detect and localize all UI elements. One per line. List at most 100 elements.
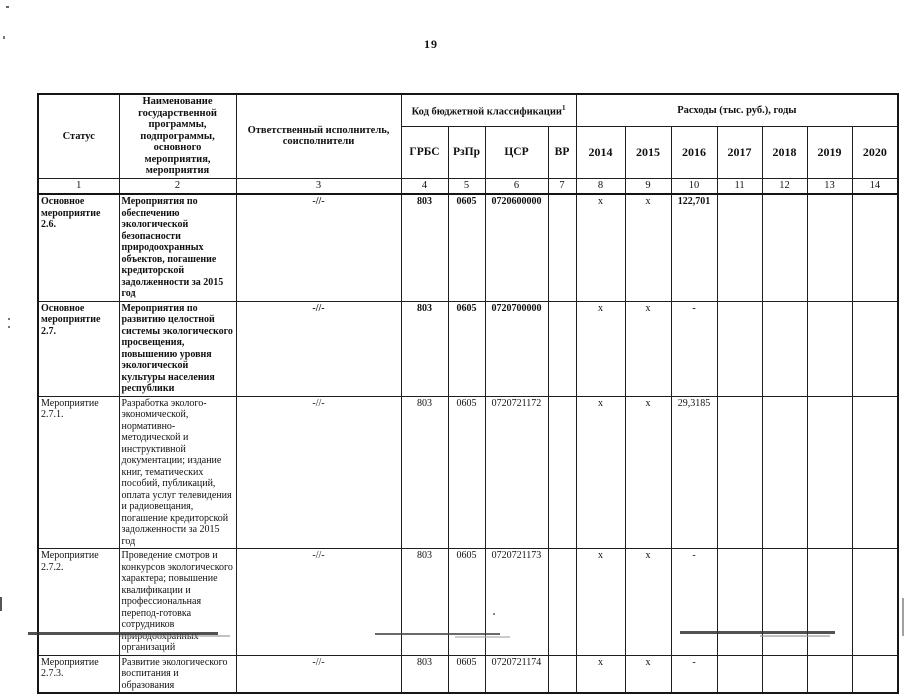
scan-edge-mark	[902, 598, 904, 636]
column-number-row: 1 2 3 4 5 6 7 8 9 10 11 12 13 14	[37, 177, 899, 195]
year-value-cell: x	[624, 548, 672, 656]
year-value-cell	[716, 395, 763, 549]
year-value-cell	[806, 193, 853, 302]
column-number: 10	[670, 177, 718, 195]
year-value-cell: x	[624, 193, 672, 302]
program-budget-table: Статус Наименование государственной прог…	[37, 93, 900, 694]
column-number: 1	[37, 177, 120, 195]
header-year-2014: 2014	[575, 125, 626, 179]
status-cell: Мероприятие 2.7.1.	[37, 395, 120, 549]
year-value-cell	[716, 654, 763, 694]
grbs-cell: 803	[400, 395, 449, 549]
year-value-cell	[851, 548, 899, 656]
year-value-cell: x	[575, 395, 626, 549]
year-value-cell	[716, 193, 763, 302]
rzpr-cell: 0605	[447, 395, 486, 549]
rzpr-cell: 0605	[447, 654, 486, 694]
year-value-cell: -	[670, 548, 718, 656]
document-page: { "page": { "number": "19" }, "table": {…	[0, 6, 904, 694]
scan-edge-mark	[0, 597, 2, 611]
header-grbs: ГРБС	[400, 125, 449, 179]
scan-speck	[6, 6, 9, 8]
name-cell: Мероприятия по развитию целостной систем…	[118, 300, 237, 397]
table-row: Основное мероприятие 2.7. Мероприятия по …	[37, 300, 899, 397]
header-status: Статус	[37, 93, 120, 179]
page-number: 19	[424, 37, 438, 51]
year-value-cell	[806, 395, 853, 549]
year-value-cell	[761, 395, 808, 549]
year-value-cell	[716, 548, 763, 656]
executor-cell: -//-	[235, 654, 402, 694]
rzpr-cell: 0605	[447, 548, 486, 656]
year-value-cell	[806, 300, 853, 397]
rzpr-cell: 0605	[447, 300, 486, 397]
header-year-2019: 2019	[806, 125, 853, 179]
column-number: 14	[851, 177, 899, 195]
csr-cell: 0720721173	[484, 548, 549, 656]
status-cell: Мероприятие 2.7.3.	[37, 654, 120, 694]
header-budget-code-group: Код бюджетной классификации1	[400, 93, 577, 127]
table-body: Основное мероприятие 2.6. Мероприятия по …	[37, 193, 899, 694]
grbs-cell: 803	[400, 193, 449, 302]
year-value-cell	[806, 654, 853, 694]
column-number: 11	[716, 177, 763, 195]
table-row: Мероприятие 2.7.2. Проведение смотров и к…	[37, 548, 899, 656]
header-year-2016: 2016	[670, 125, 718, 179]
year-value-cell	[761, 654, 808, 694]
executor-cell: -//-	[235, 548, 402, 656]
table-row: Основное мероприятие 2.6. Мероприятия по …	[37, 193, 899, 302]
year-value-cell	[716, 300, 763, 397]
column-number: 3	[235, 177, 402, 195]
vr-cell	[547, 193, 577, 302]
header-csr: ЦСР	[484, 125, 549, 179]
vr-cell	[547, 654, 577, 694]
column-number: 8	[575, 177, 626, 195]
year-value-cell	[761, 300, 808, 397]
year-value-cell: -	[670, 654, 718, 694]
executor-cell: -//-	[235, 395, 402, 549]
header-expenses-group: Расходы (тыс. руб.), годы	[575, 93, 899, 127]
status-cell: Основное мероприятие 2.6.	[37, 193, 120, 302]
column-number: 6	[484, 177, 549, 195]
year-value-cell	[851, 395, 899, 549]
column-number: 4	[400, 177, 449, 195]
name-cell: Мероприятия по обеспечению экологической…	[118, 193, 237, 302]
executor-cell: -//-	[235, 193, 402, 302]
year-value-cell: -	[670, 300, 718, 397]
column-number: 2	[118, 177, 237, 195]
year-value-cell	[851, 193, 899, 302]
grbs-cell: 803	[400, 654, 449, 694]
header-rzpr: РзПр	[447, 125, 486, 179]
csr-cell: 0720721172	[484, 395, 549, 549]
year-value-cell: x	[575, 654, 626, 694]
executor-cell: -//-	[235, 300, 402, 397]
header-year-2018: 2018	[761, 125, 808, 179]
column-number: 13	[806, 177, 853, 195]
year-value-cell: x	[575, 193, 626, 302]
status-cell: Основное мероприятие 2.7.	[37, 300, 120, 397]
grbs-cell: 803	[400, 548, 449, 656]
year-value-cell	[851, 300, 899, 397]
budget-code-group-label: Код бюджетной классификации	[411, 106, 562, 118]
name-cell: Разработка эколого-экономической, нормат…	[118, 395, 237, 549]
vr-cell	[547, 300, 577, 397]
name-cell: Проведение смотров и конкурсов экологиче…	[118, 548, 237, 656]
year-value-cell: x	[624, 300, 672, 397]
table-row: Мероприятие 2.7.3. Развитие экологическог…	[37, 654, 899, 694]
header-program-name: Наименование государственной программы, …	[118, 93, 237, 179]
year-value-cell: x	[624, 654, 672, 694]
year-value-cell: x	[624, 395, 672, 549]
year-value-cell: x	[575, 548, 626, 656]
year-value-cell: x	[575, 300, 626, 397]
csr-cell: 0720700000	[484, 300, 549, 397]
column-number: 5	[447, 177, 486, 195]
vr-cell	[547, 395, 577, 549]
scan-speck	[8, 318, 10, 320]
table-row: Мероприятие 2.7.1. Разработка эколого-эко…	[37, 395, 899, 549]
year-value-cell: 122,701	[670, 193, 718, 302]
rzpr-cell: 0605	[447, 193, 486, 302]
column-number: 9	[624, 177, 672, 195]
grbs-cell: 803	[400, 300, 449, 397]
header-year-2017: 2017	[716, 125, 763, 179]
status-cell: Мероприятие 2.7.2.	[37, 548, 120, 656]
